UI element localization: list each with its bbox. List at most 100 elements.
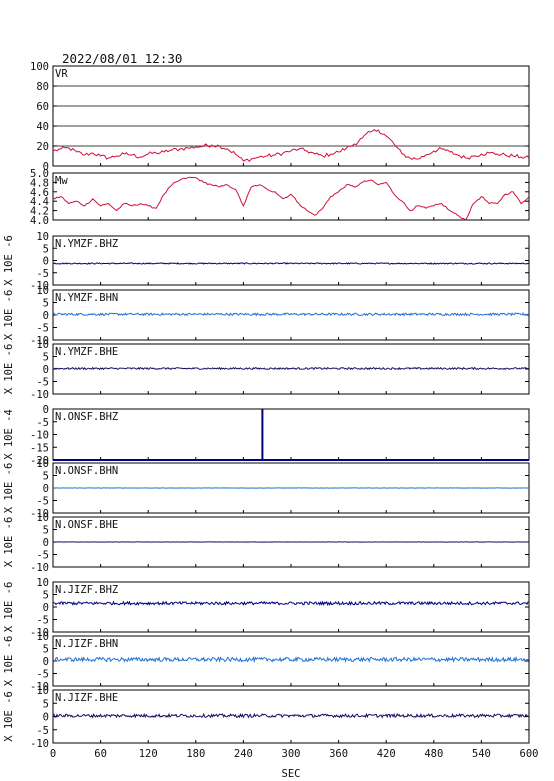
series-line xyxy=(52,655,530,664)
series-line xyxy=(52,600,530,606)
y-tick-label: 0 xyxy=(43,364,49,376)
panel-frame xyxy=(52,581,530,633)
y-tick-label: 4.6 xyxy=(30,187,49,199)
y-tick-label: 10 xyxy=(36,512,49,524)
y-tick-label: 0 xyxy=(43,310,49,322)
y-tick-label: -10 xyxy=(30,280,49,292)
y-tick-label: 4.2 xyxy=(30,206,49,218)
panel-label: N.JIZF.BHZ xyxy=(55,584,118,596)
x-tick-label: 300 xyxy=(282,748,301,760)
x-tick-label: 180 xyxy=(186,748,205,760)
y-tick-label: 5 xyxy=(43,698,49,710)
series-line xyxy=(52,712,530,719)
y-tick-label: 4.0 xyxy=(30,215,49,227)
y-tick-label: -5 xyxy=(36,725,49,737)
y-tick-label: -10 xyxy=(30,562,49,574)
y-tick-label: -5 xyxy=(36,268,49,280)
panel-label: Mw xyxy=(55,175,68,187)
series-line xyxy=(52,176,530,221)
x-tick-label: 600 xyxy=(520,748,539,760)
series-line xyxy=(52,128,530,163)
panel-label: N.ONSF.BHE xyxy=(55,519,118,531)
y-tick-label: -5 xyxy=(36,550,49,562)
y-tick-label: 60 xyxy=(36,101,49,113)
header-datetime: 2022/08/01 12:30 xyxy=(62,51,182,66)
panel-frame xyxy=(52,172,530,221)
y-tick-label: -10 xyxy=(30,508,49,520)
x-axis-label: SEC xyxy=(282,768,301,780)
panel-vr: 100 80 60 40 20 0 VR xyxy=(30,61,530,173)
panel-frame xyxy=(52,408,530,461)
y-axis-label: X 10E -6 xyxy=(3,344,15,395)
x-tick-label: 540 xyxy=(472,748,491,760)
y-axis-label: X 10E -6 xyxy=(3,290,15,341)
y-tick-label: -10 xyxy=(30,430,49,442)
y-tick-label: 10 xyxy=(36,685,49,697)
y-tick-label: 80 xyxy=(36,81,49,93)
y-axis-label: X 10E -4 xyxy=(3,409,15,460)
y-tick-label: 0 xyxy=(43,161,49,173)
panels: 100806040200VR5.04.84.64.44.24.0Mw1050-5… xyxy=(3,61,530,750)
panel-n-jizf-bhe: 105 0-5-10 N.JIZF.BHE X 10E -6 xyxy=(3,685,530,750)
y-axis-label: X 10E -6 xyxy=(3,463,15,514)
y-tick-label: -5 xyxy=(36,669,49,681)
y-tick-label: -5 xyxy=(36,615,49,627)
x-tick-label: 0 xyxy=(50,748,56,760)
x-tick-label: 120 xyxy=(139,748,158,760)
y-tick-label: -10 xyxy=(30,681,49,693)
y-tick-label: 10 xyxy=(36,339,49,351)
panel-label: N.JIZF.BHN xyxy=(55,638,118,650)
y-axis-label: X 10E -6 xyxy=(3,582,15,633)
series-line xyxy=(52,312,530,317)
y-tick-label: 5 xyxy=(43,298,49,310)
y-axis-label: X 10E -6 xyxy=(3,691,15,742)
x-tick-label: 480 xyxy=(424,748,443,760)
y-axis-label: X 10E -6 xyxy=(3,517,15,568)
series-line xyxy=(52,262,530,265)
y-tick-label: 20 xyxy=(36,141,49,153)
y-tick-label: 5 xyxy=(43,525,49,537)
y-tick-label: -10 xyxy=(30,389,49,401)
panel-label: VR xyxy=(55,68,68,80)
y-tick-label: -5 xyxy=(36,496,49,508)
y-tick-label: 10 xyxy=(36,231,49,243)
series-line xyxy=(52,366,530,371)
y-tick-label: 0 xyxy=(43,404,49,416)
panel-label: N.JIZF.BHE xyxy=(55,692,118,704)
x-tick-label: 60 xyxy=(94,748,107,760)
y-tick-label: -10 xyxy=(30,627,49,639)
y-tick-label: 5 xyxy=(43,243,49,255)
y-tick-label: 5 xyxy=(43,352,49,364)
y-tick-label: 0 xyxy=(43,656,49,668)
panel-n-onsf-bhz: 0-5-10-15-20 N.ONSF.BHZ X 10E -4 xyxy=(3,404,530,467)
panel-mw: 5.04.84.64.44.24.0 Mw xyxy=(30,168,530,227)
x-tick-label: 360 xyxy=(329,748,348,760)
panel-frame xyxy=(52,235,530,286)
x-axis: 0 60 120 180 240 300 360 420 480 540 600 xyxy=(50,748,539,760)
y-tick-label: 5 xyxy=(43,590,49,602)
y-tick-label: -5 xyxy=(36,377,49,389)
x-tick-label: 420 xyxy=(377,748,396,760)
y-tick-label: -5 xyxy=(36,323,49,335)
y-tick-label: -5 xyxy=(36,417,49,429)
y-tick-label: -15 xyxy=(30,442,49,454)
y-tick-label: 0 xyxy=(43,537,49,549)
y-tick-label: -10 xyxy=(30,335,49,347)
y-tick-label: 0 xyxy=(43,256,49,268)
panel-label: N.YMZF.BHN xyxy=(55,292,118,304)
y-axis-label: X 10E -6 xyxy=(3,636,15,687)
x-tick-label: 240 xyxy=(234,748,253,760)
panel-label: N.YMZF.BHE xyxy=(55,346,118,358)
series-line xyxy=(53,409,529,461)
y-tick-label: 10 xyxy=(36,577,49,589)
y-tick-label: 5 xyxy=(43,644,49,656)
y-tick-label: 0 xyxy=(43,483,49,495)
y-tick-label: 0 xyxy=(43,602,49,614)
